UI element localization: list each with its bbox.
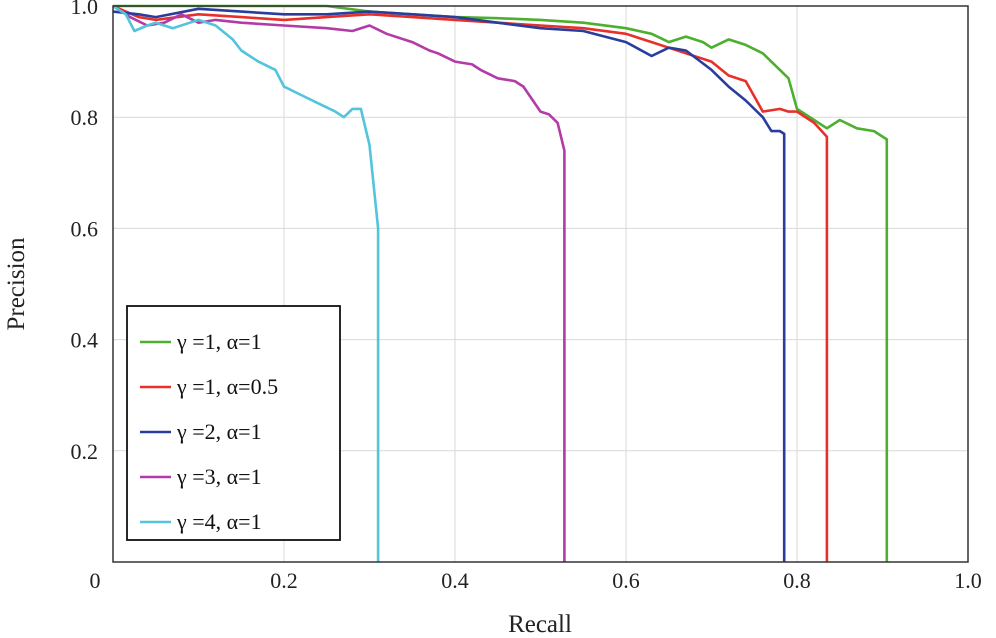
series-line-3 (112, 7, 786, 562)
x-tick-label: 0.8 (783, 568, 811, 593)
series-layer (112, 4, 889, 562)
x-tick-label: 1.0 (954, 568, 982, 593)
y-tick-label: 0.2 (71, 439, 99, 464)
y-tick-label: 0.6 (71, 216, 99, 241)
y-tick-label: 0.8 (71, 105, 99, 130)
series-line-2 (112, 4, 829, 562)
series-line-4 (112, 4, 566, 562)
legend-label-1: γ =1, α=1 (176, 329, 262, 354)
legend-label-5: γ =4, α=1 (176, 509, 262, 534)
y-tick-label: 1.0 (71, 0, 99, 19)
legend-label-2: γ =1, α=0.5 (176, 374, 278, 399)
legend-label-3: γ =2, α=1 (176, 419, 262, 444)
y-axis-label: Precision (3, 237, 30, 331)
plot-frame (112, 5, 969, 563)
tick-labels: 0 0.2 0.4 0.6 0.8 1.0 0.2 0.4 0.6 0.8 1.0 (71, 0, 982, 593)
x-tick-label: 0.2 (270, 568, 298, 593)
x-tick-label: 0 (90, 568, 101, 593)
y-tick-label: 0.4 (71, 328, 99, 353)
series-line-5 (112, 4, 380, 562)
x-tick-label: 0.4 (441, 568, 469, 593)
legend: γ =1, α=1 γ =1, α=0.5 γ =2, α=1 γ =3, α=1 γ … (126, 305, 341, 541)
legend-box (126, 305, 341, 541)
x-axis-label: Recall (508, 611, 572, 638)
legend-label-4: γ =3, α=1 (176, 464, 262, 489)
x-tick-label: 0.6 (612, 568, 640, 593)
